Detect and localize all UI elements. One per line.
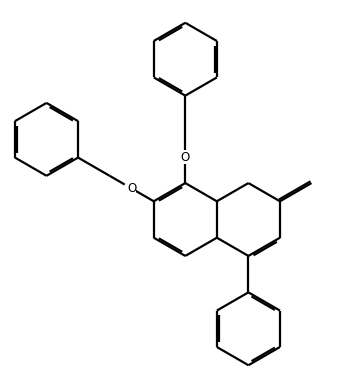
Text: O: O (127, 182, 136, 195)
Text: O: O (181, 151, 190, 164)
